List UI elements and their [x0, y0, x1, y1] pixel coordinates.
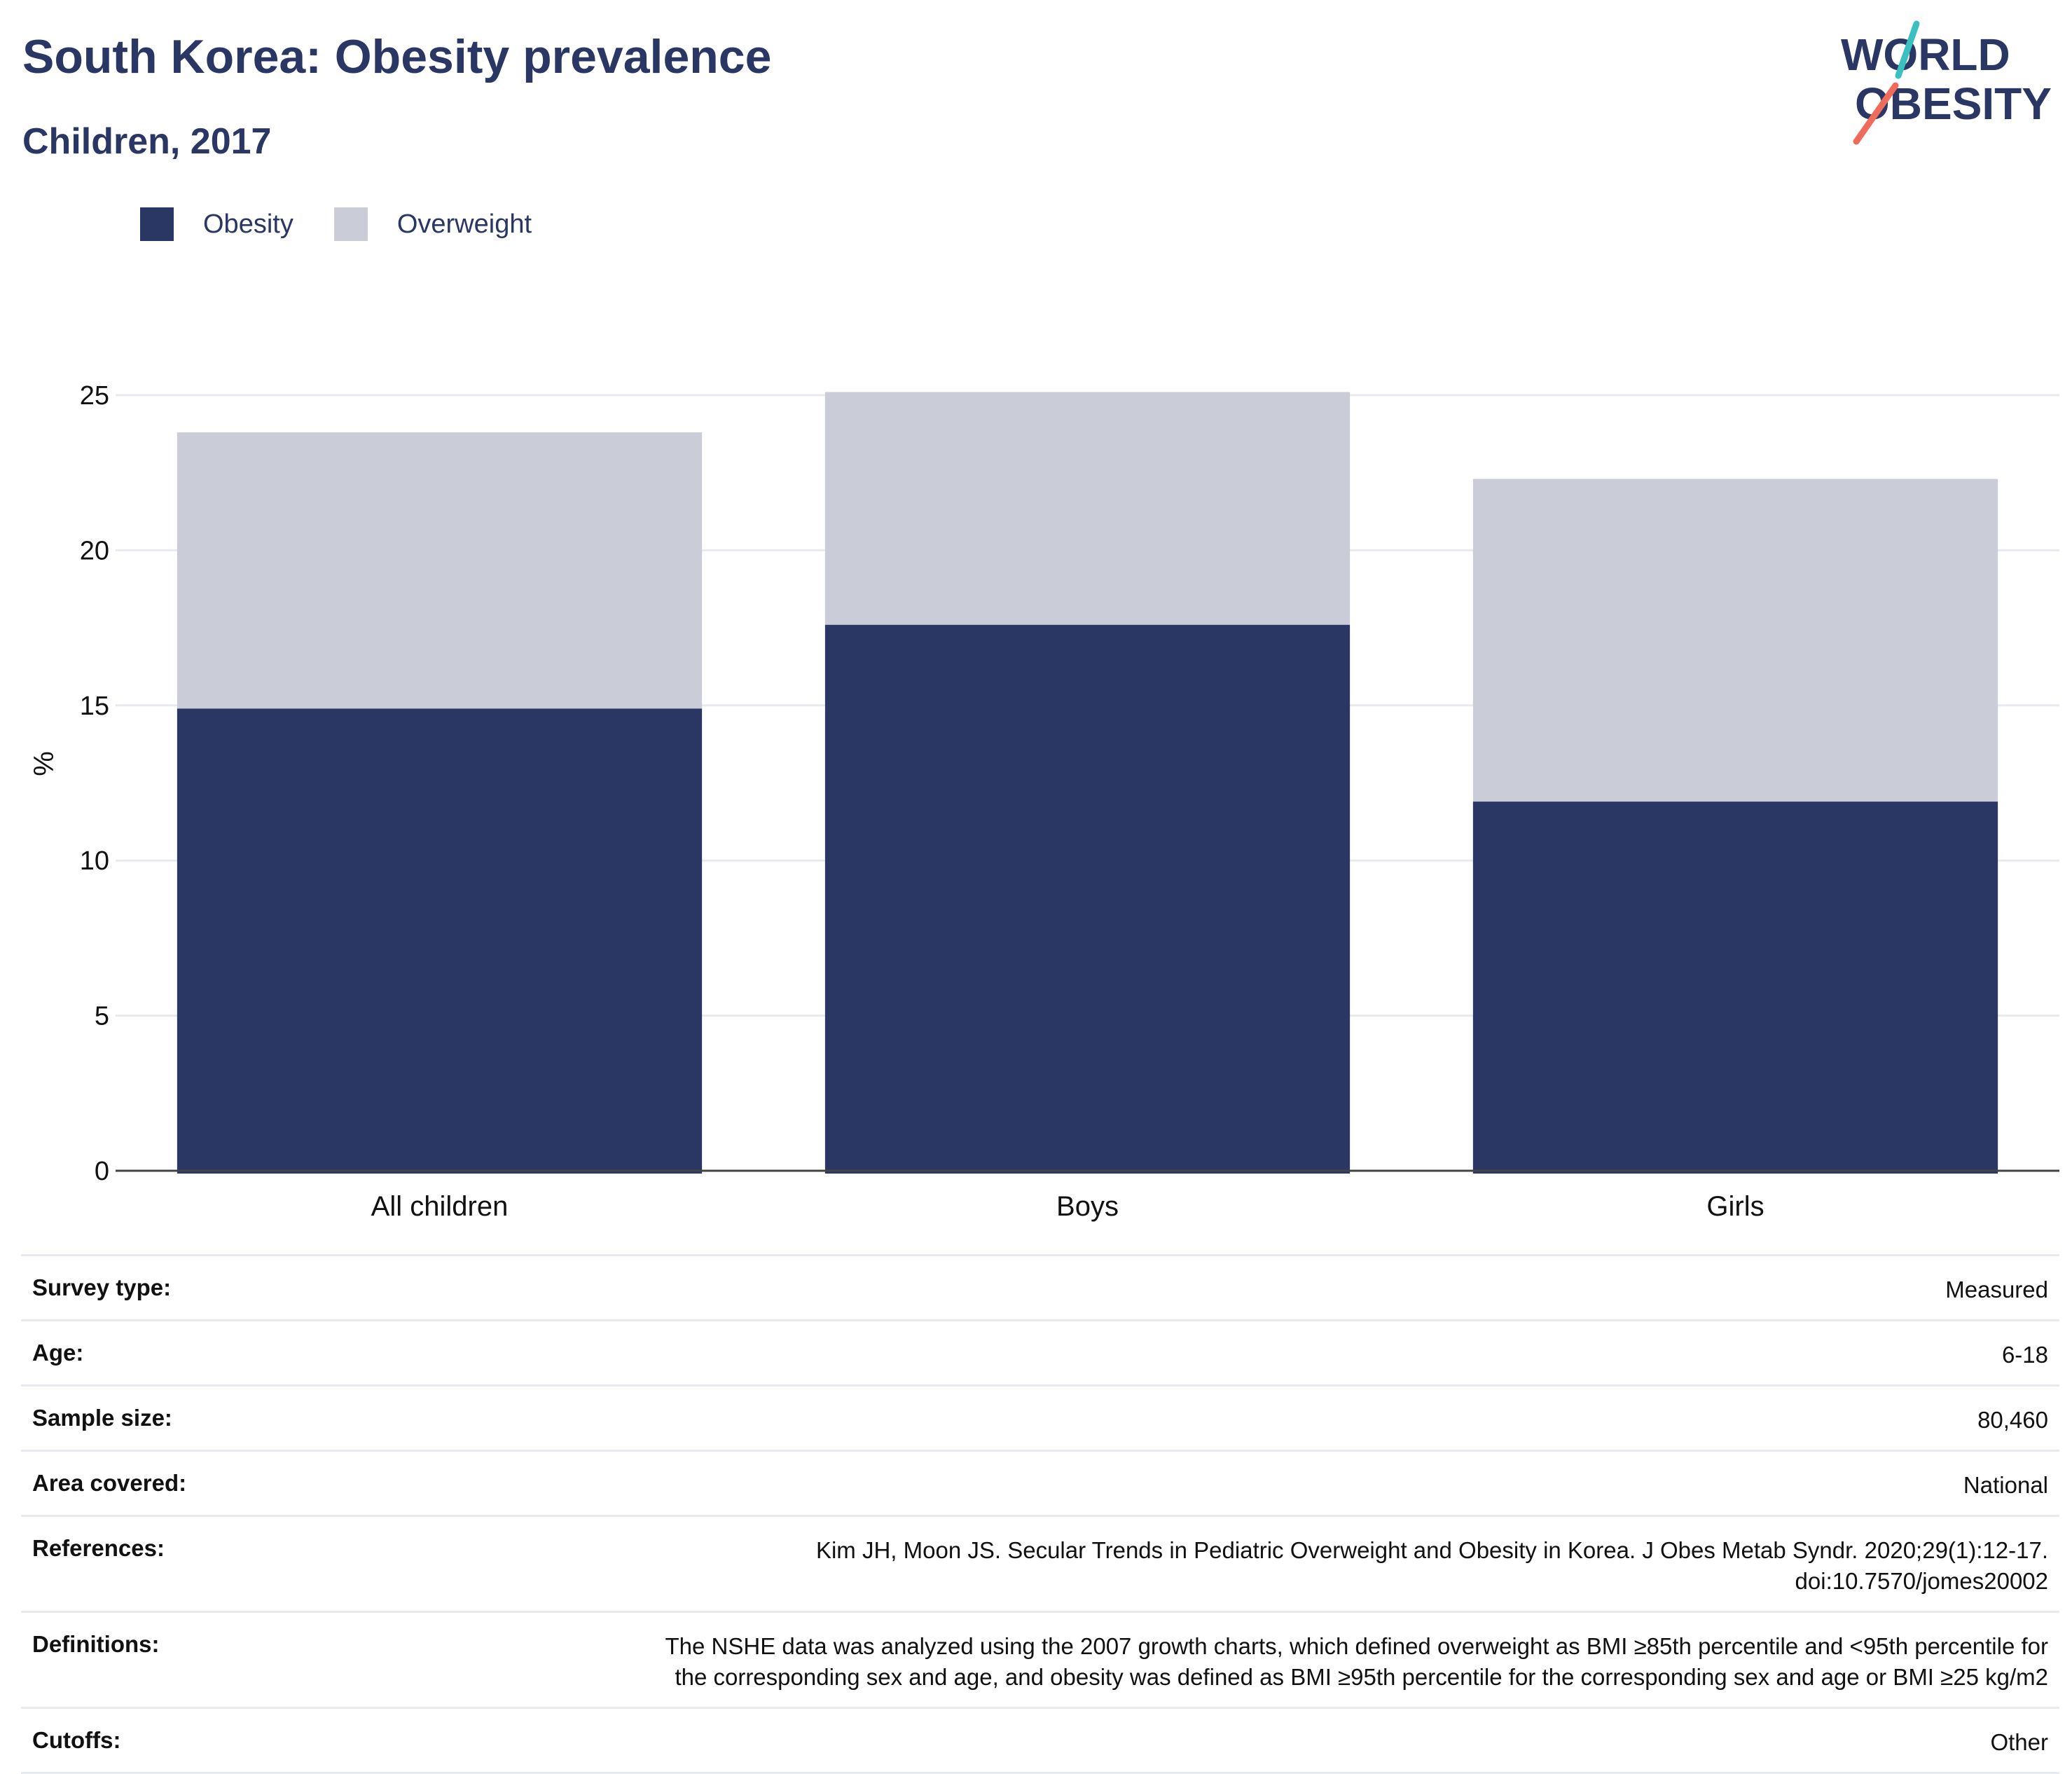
y-tick-label: 0 [95, 1157, 109, 1186]
legend-swatch-overweight [333, 207, 368, 241]
info-row: Sample size: 80,460 [21, 1384, 2059, 1450]
info-value-line: The NSHE data was analyzed using the 200… [665, 1633, 2048, 1659]
y-tick-label: 10 [80, 846, 109, 876]
y-axis-label: % [29, 751, 60, 776]
info-row: Definitions: The NSHE data was analyzed u… [21, 1611, 2059, 1707]
info-label: Sample size: [32, 1405, 172, 1431]
bar-obesity-girls[interactable] [1472, 802, 1998, 1174]
x-tick-label: All children [371, 1191, 509, 1222]
chart-title: South Korea: Obesity prevalence [22, 30, 772, 83]
legend-label-obesity: Obesity [203, 209, 293, 239]
legend-label-overweight: Overweight [396, 209, 532, 239]
survey-info-table: Survey type: Measured Age: 6-18 Sample size:… [21, 1254, 2059, 1774]
info-value: Other [1990, 1729, 2048, 1755]
bars [177, 392, 1998, 1174]
chart-legend: Obesity Overweight [140, 207, 572, 241]
info-value-line: doi:10.7570/jomes20002 [1795, 1568, 2048, 1594]
info-row: Survey type: Measured [21, 1254, 2059, 1319]
x-tick-labels: All children Boys Girls [371, 1191, 1764, 1222]
y-tick-label: 15 [80, 692, 109, 721]
logo-slash-teal [1895, 20, 1920, 79]
y-tick-label: 25 [80, 381, 109, 411]
bar-overweight-girls[interactable] [1472, 479, 1998, 802]
bar-overweight-boys[interactable] [824, 392, 1351, 625]
info-value: The NSHE data was analyzed using the 200… [665, 1631, 2048, 1693]
logo-slash-coral [1853, 82, 1899, 145]
info-value-line: the corresponding sex and age, and obesi… [675, 1664, 2048, 1690]
info-label: Definitions: [32, 1631, 160, 1657]
world-obesity-logo: WORLD OBESITY [1841, 20, 2052, 145]
bar-chart: 0 5 10 15 20 25 All children Boys Girls % [29, 381, 2059, 1222]
info-row: Age: 6-18 [21, 1319, 2059, 1384]
y-tick-labels: 0 5 10 15 20 25 [80, 381, 109, 1186]
info-label: Survey type: [32, 1274, 172, 1300]
chart-subtitle: Children, 2017 [22, 121, 272, 162]
x-tick-label: Girls [1706, 1191, 1764, 1222]
info-value: 6-18 [2001, 1342, 2048, 1368]
y-tick-label: 5 [95, 1002, 109, 1031]
bar-overweight-all-children[interactable] [177, 432, 703, 709]
bar-obesity-boys[interactable] [824, 624, 1351, 1174]
info-value: National [1963, 1472, 2048, 1498]
legend-item-obesity[interactable]: Obesity [140, 207, 293, 241]
info-row: Cutoffs: Other [21, 1707, 2059, 1774]
info-label: Age: [32, 1340, 84, 1366]
info-value: Measured [1945, 1277, 2048, 1302]
info-value: 80,460 [1977, 1407, 2048, 1433]
bar-obesity-all-children[interactable] [177, 708, 703, 1174]
legend-swatch-obesity [140, 207, 174, 241]
y-tick-label: 20 [80, 536, 109, 565]
info-value-line: Kim JH, Moon JS. Secular Trends in Pedia… [815, 1537, 2048, 1563]
legend-item-overweight[interactable]: Overweight [333, 207, 532, 241]
info-row: References: Kim JH, Moon JS. Secular Tren… [21, 1515, 2059, 1611]
x-tick-label: Boys [1056, 1191, 1119, 1222]
info-value: Kim JH, Moon JS. Secular Trends in Pedia… [816, 1535, 2048, 1597]
info-label: Area covered: [32, 1470, 187, 1496]
logo-word-obesity: OBESITY [1855, 78, 2052, 129]
info-label: References: [32, 1535, 165, 1561]
logo-word-world: WORLD [1841, 29, 2010, 80]
info-label: Cutoffs: [32, 1727, 121, 1753]
info-row: Area covered: National [21, 1450, 2059, 1515]
